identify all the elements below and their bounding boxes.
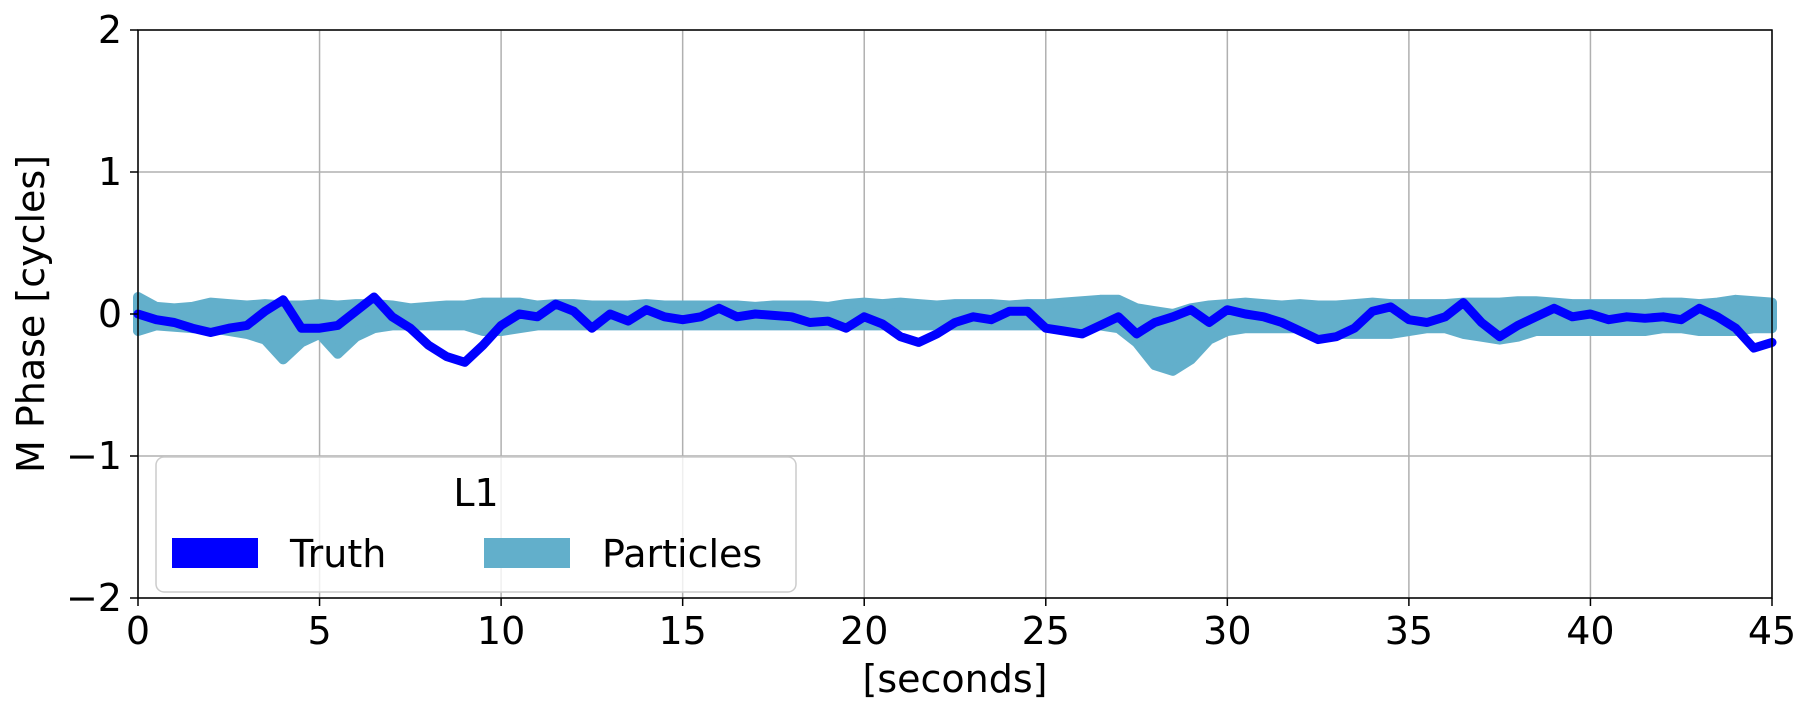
legend-particles-label: Particles <box>602 532 762 576</box>
y-tick-label: −2 <box>66 576 122 620</box>
x-tick-label: 0 <box>126 609 150 653</box>
x-axis-label: [seconds] <box>863 657 1048 701</box>
x-tick-label: 20 <box>840 609 888 653</box>
y-axis-label: M Phase [cycles] <box>9 155 53 473</box>
x-tick-label: 35 <box>1385 609 1433 653</box>
y-tick-label: 2 <box>98 8 122 52</box>
x-tick-label: 15 <box>658 609 706 653</box>
x-tick-label: 5 <box>307 609 331 653</box>
x-tick-label: 10 <box>477 609 525 653</box>
x-tick-label: 25 <box>1022 609 1070 653</box>
legend-box <box>155 456 797 593</box>
legend: L1 Truth Particles <box>155 456 797 593</box>
x-tick-label: 40 <box>1566 609 1614 653</box>
legend-truth-swatch <box>172 538 258 568</box>
y-tick-label: 1 <box>98 150 122 194</box>
x-tick-label: 45 <box>1748 609 1796 653</box>
truth-line-layer <box>133 292 1777 367</box>
legend-truth-label: Truth <box>289 532 386 576</box>
legend-particles-swatch <box>484 538 570 568</box>
x-tick-label: 30 <box>1203 609 1251 653</box>
y-tick-label: −1 <box>66 434 122 478</box>
legend-title: L1 <box>453 471 498 515</box>
truth-line <box>133 292 1777 367</box>
y-tick-label: 0 <box>98 292 122 336</box>
